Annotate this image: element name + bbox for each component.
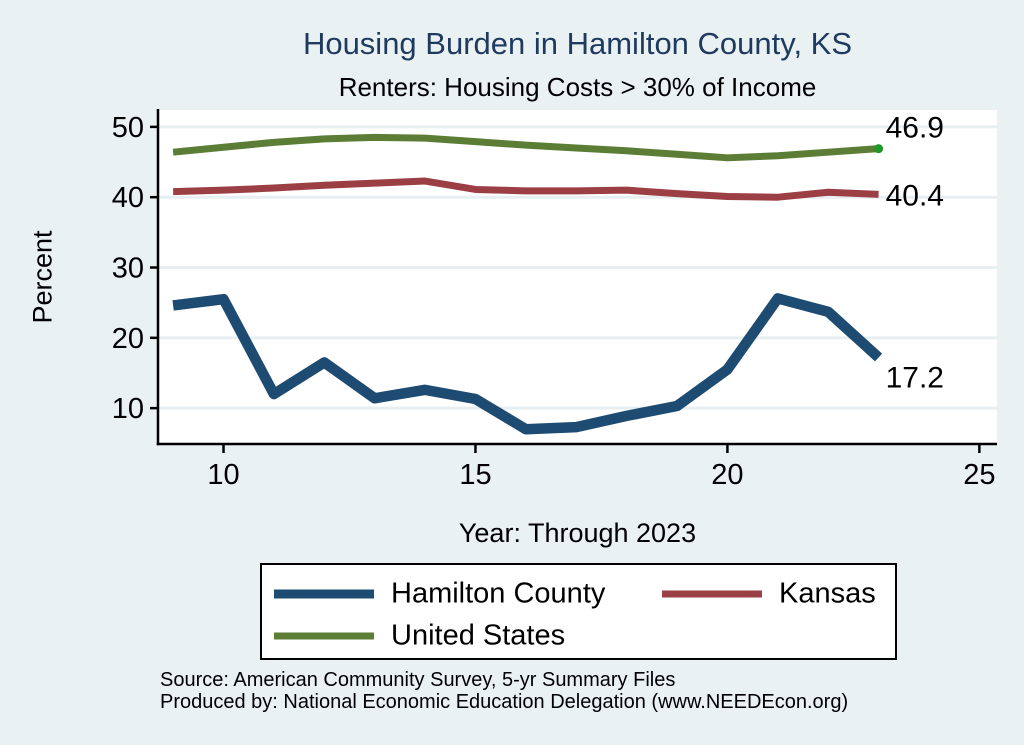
x-tick-label-20: 20	[711, 459, 743, 491]
end-label-united-states: 46.9	[886, 112, 944, 145]
legend-label-united-states: United States	[391, 619, 566, 652]
y-tick-label-10: 10	[112, 393, 144, 425]
x-tick-label-10: 10	[207, 459, 239, 491]
y-tick-label-20: 20	[112, 323, 144, 355]
hamilton-county-line	[172, 293, 883, 435]
legend-label-kansas: Kansas	[779, 577, 876, 610]
page-title: Housing Burden in Hamilton County, KS	[302, 26, 853, 61]
legend-label-hamilton-county: Hamilton County	[391, 577, 606, 610]
line-chart: 10 20 30 40 50 10 15 20 25 17.2 40.4 46.9	[112, 109, 997, 491]
footer-produced-by-line: Produced by: National Economic Education…	[160, 691, 849, 713]
legend-box: Hamilton County Kansas United States	[260, 563, 897, 660]
plot-area	[158, 110, 997, 444]
end-marker-dot	[874, 144, 884, 154]
kansas-swatch	[662, 590, 762, 598]
united-states-swatch	[274, 632, 374, 640]
x-tick-label-25: 25	[963, 459, 995, 491]
united-states-line	[172, 133, 879, 162]
footer: Source: American Community Survey, 5-yr …	[160, 669, 1000, 713]
y-tick-label-30: 30	[112, 253, 144, 285]
chart-subtitle: Renters: Housing Costs > 30% of Income	[338, 72, 817, 102]
hamilton-county-swatch	[274, 589, 374, 599]
y-tick-label-40: 40	[112, 182, 144, 214]
end-label-kansas: 40.4	[886, 179, 944, 212]
footer-source-line: Source: American Community Survey, 5-yr …	[160, 669, 676, 691]
y-tick-label-50: 50	[112, 112, 144, 144]
x-tick-label-15: 15	[459, 459, 491, 491]
end-label-hamilton-county: 17.2	[886, 362, 944, 395]
x-axis-title: Year: Through 2023	[458, 518, 697, 548]
y-axis-title: Percent	[27, 230, 58, 324]
kansas-line	[173, 177, 879, 201]
